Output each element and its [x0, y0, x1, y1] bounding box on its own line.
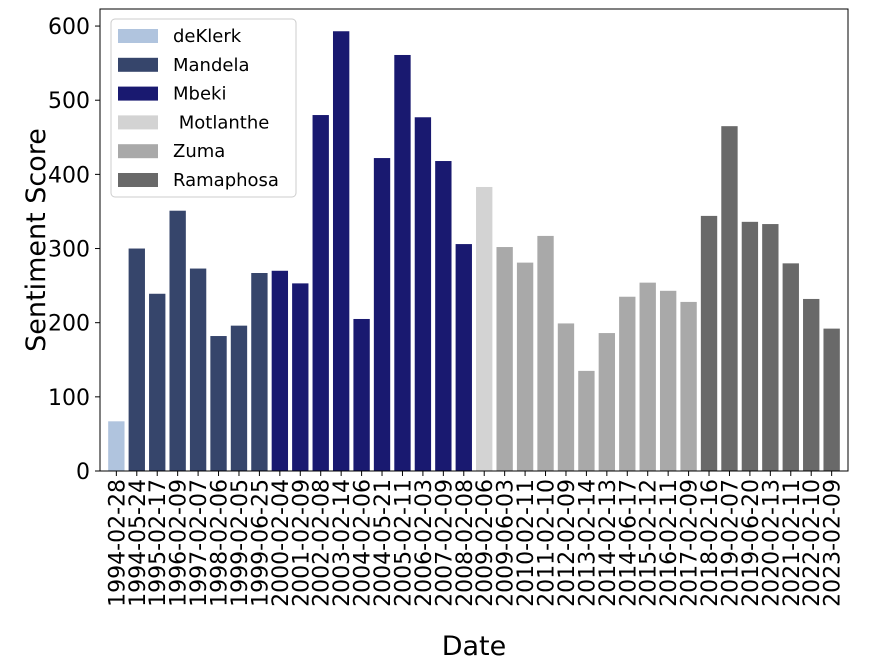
bar-2009-06-03 — [496, 247, 513, 471]
bar-2008-02-08 — [455, 244, 472, 471]
x-tick-label: 2007-02-09 — [432, 479, 457, 607]
legend-swatch — [118, 173, 158, 187]
bar-2004-05-21 — [373, 158, 391, 471]
bar-2022-02-10 — [803, 298, 820, 471]
bar-1994-05-24 — [128, 248, 145, 471]
x-tick-label: 1998-02-06 — [208, 479, 233, 607]
x-tick-label: 2015-02-12 — [637, 479, 662, 607]
x-tick-label: 2003-02-14 — [330, 479, 355, 607]
legend-label: Motlanthe — [173, 112, 269, 133]
x-tick-label: 2014-06-17 — [616, 479, 641, 607]
bar-2020-02-13 — [762, 224, 779, 471]
y-axis-label: Sentiment Score — [21, 128, 52, 352]
x-tick-label: 1997-02-07 — [187, 479, 212, 607]
bar-2007-02-09 — [435, 161, 452, 472]
bar-2017-02-09 — [680, 301, 697, 471]
x-tick-label: 2005-02-11 — [391, 479, 416, 607]
y-tick-label: 200 — [48, 312, 90, 337]
x-tick-label: 2019-06-20 — [739, 479, 764, 607]
x-tick-label: 2014-02-13 — [596, 479, 621, 607]
bar-2019-02-07 — [721, 126, 738, 471]
y-axis: 0 100 200 300 400 500 600 — [48, 15, 100, 485]
x-tick-label: 2018-02-16 — [698, 479, 723, 607]
legend-label: Zuma — [173, 141, 225, 162]
y-tick-label: 300 — [48, 238, 90, 263]
x-tick-label: 2010-02-11 — [514, 479, 539, 607]
x-tick-label: 2009-02-06 — [473, 479, 498, 607]
x-tick-label: 1995-02-17 — [146, 479, 171, 607]
bar-2013-02-14 — [578, 370, 595, 471]
x-tick-label: 1994-02-28 — [105, 479, 130, 607]
bar-2001-02-09 — [292, 283, 309, 471]
bar-1994-02-28 — [108, 421, 125, 471]
x-tick-label: 2022-02-10 — [800, 479, 825, 607]
bar-2014-02-13 — [598, 333, 616, 471]
bar-2011-02-10 — [537, 235, 554, 471]
legend-swatch — [118, 86, 158, 101]
y-tick-label: 600 — [48, 15, 90, 40]
legend-label: Mbeki — [173, 84, 226, 105]
x-tick-label: 2016-02-11 — [657, 479, 682, 607]
plot-frame — [99, 8, 849, 472]
bar-2003-02-14 — [332, 31, 350, 471]
legend-swatch — [118, 29, 158, 43]
x-tick-label: 2013-02-14 — [575, 479, 600, 607]
x-tick-label: 2000-02-04 — [269, 479, 294, 607]
x-axis-label: Date — [442, 631, 507, 662]
legend-swatch — [118, 115, 158, 130]
y-tick-label: 400 — [48, 163, 90, 188]
bar-2016-02-11 — [659, 290, 677, 471]
x-tick-label: 1999-06-25 — [248, 479, 273, 607]
legend-label: Mandela — [173, 55, 250, 76]
legend-label: Ramaphosa — [173, 170, 279, 191]
bar-2000-02-04 — [271, 270, 289, 471]
bar-1997-02-07 — [189, 268, 207, 471]
legend-swatch — [118, 144, 158, 159]
bars-layer — [108, 31, 840, 472]
x-tick-label: 2006-02-03 — [412, 479, 437, 607]
bar-2006-02-03 — [414, 117, 432, 472]
bar-2018-02-16 — [700, 215, 718, 471]
y-tick-label: 500 — [48, 89, 90, 114]
x-axis: 1994-02-281994-05-241995-02-171996-02-09… — [105, 471, 846, 607]
y-tick-label: 100 — [48, 386, 90, 411]
bar-1999-06-25 — [251, 273, 268, 471]
bar-1999-02-05 — [230, 325, 248, 471]
x-tick-label: 2009-06-03 — [494, 479, 519, 607]
bar-2015-02-12 — [639, 282, 656, 471]
x-tick-label: 1999-02-05 — [228, 479, 253, 607]
bar-2005-02-11 — [394, 54, 411, 471]
x-tick-label: 2019-02-07 — [718, 479, 743, 607]
bar-2002-02-08 — [312, 115, 329, 471]
x-tick-label: 1996-02-09 — [167, 479, 192, 607]
x-tick-label: 2011-02-10 — [535, 479, 560, 607]
bar-2012-02-09 — [557, 323, 575, 471]
x-tick-label: 2017-02-09 — [678, 479, 703, 607]
x-tick-label: 1994-05-24 — [126, 479, 151, 607]
bar-2019-06-20 — [741, 221, 759, 471]
bar-1998-02-06 — [210, 336, 227, 471]
legend-label: deKlerk — [173, 26, 242, 47]
bar-2010-02-11 — [516, 262, 534, 471]
y-tick-label: 0 — [76, 460, 90, 485]
legend-swatch — [118, 57, 158, 72]
x-tick-label: 2023-02-09 — [821, 479, 846, 607]
x-tick-label: 2002-02-08 — [310, 479, 335, 607]
legend: deKlerk Mandela Mbeki Motlanthe Zuma Ramapho… — [110, 18, 297, 198]
bar-2014-06-17 — [619, 296, 636, 471]
x-tick-label: 2012-02-09 — [555, 479, 580, 607]
x-tick-label: 2008-02-08 — [453, 479, 478, 607]
x-tick-label: 2004-05-21 — [371, 479, 396, 607]
x-tick-label: 2020-02-13 — [759, 479, 784, 607]
x-tick-label: 2021-02-11 — [780, 479, 805, 607]
bar-2023-02-09 — [823, 328, 840, 471]
x-tick-label: 2001-02-09 — [289, 479, 314, 607]
x-tick-label: 2004-02-06 — [351, 479, 376, 607]
bar-2009-02-06 — [476, 186, 493, 471]
bar-2004-02-06 — [353, 318, 370, 471]
bar-1996-02-09 — [169, 210, 186, 471]
bar-1995-02-17 — [149, 293, 166, 471]
bar-2021-02-11 — [782, 263, 799, 471]
